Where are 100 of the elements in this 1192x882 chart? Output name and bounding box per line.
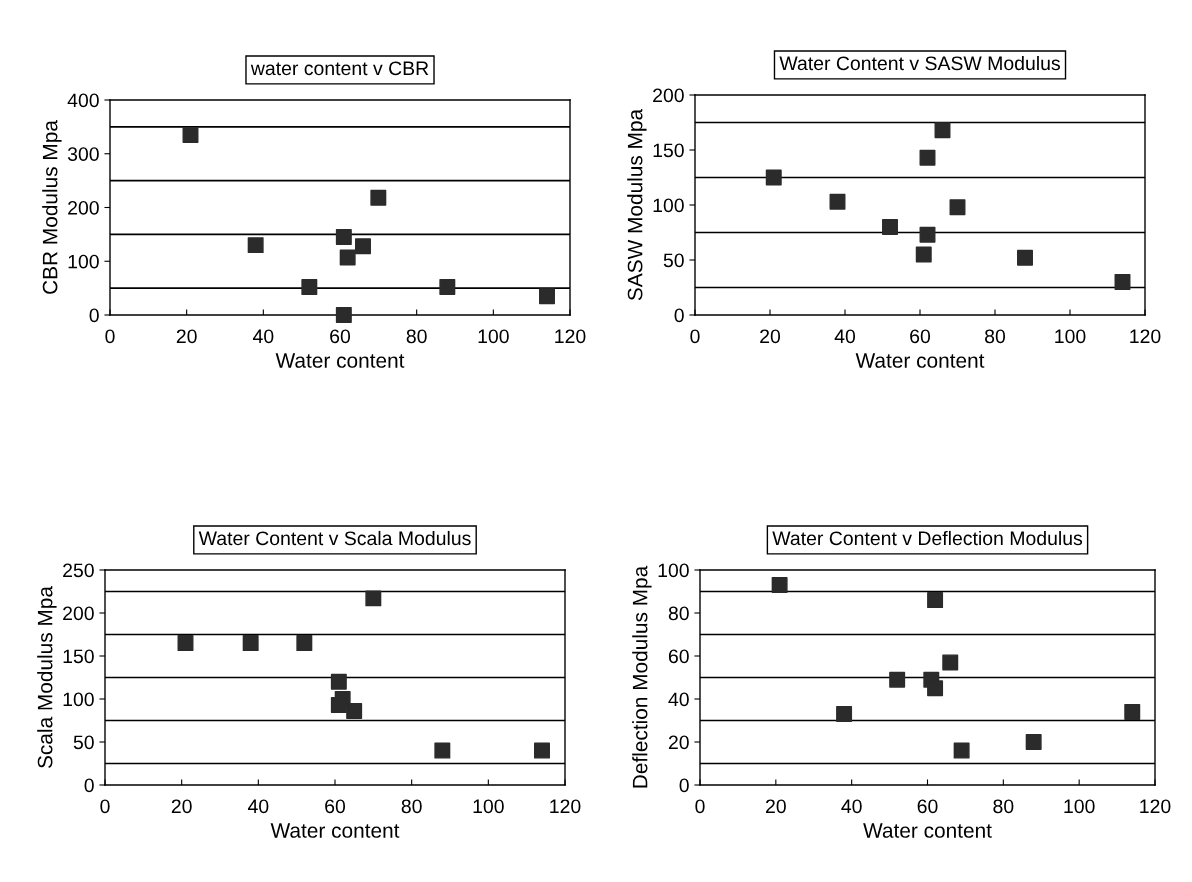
x-tick-label: 120 xyxy=(1140,799,1171,814)
y-tick-label: 0 xyxy=(674,308,684,323)
x-axis-title: Water content xyxy=(863,823,992,838)
x-tick-label: 100 xyxy=(1055,329,1086,344)
x-tick-label: 80 xyxy=(985,329,1006,344)
x-tick-label: 20 xyxy=(760,329,781,344)
point xyxy=(335,229,352,246)
y-axis-title: Deflection Modulus Mpa xyxy=(632,565,652,788)
y-tick-label: 80 xyxy=(668,606,689,621)
point xyxy=(177,635,194,652)
point xyxy=(439,279,456,296)
y-tick-label: 100 xyxy=(653,198,684,213)
y-tick-label: 300 xyxy=(67,147,99,161)
point xyxy=(915,246,932,263)
x-tick-label: 20 xyxy=(176,329,197,344)
y-tick-label: 0 xyxy=(679,778,689,793)
x-tick-label: 120 xyxy=(1130,329,1161,344)
point xyxy=(434,742,451,759)
point xyxy=(919,226,936,243)
x-tick-label: 0 xyxy=(100,799,110,814)
y-tick-label: 200 xyxy=(68,200,99,215)
y-tick-label: 60 xyxy=(668,649,689,664)
y-tick-label: 200 xyxy=(653,88,684,103)
x-tick-label: 60 xyxy=(910,329,931,344)
x-tick-label: 20 xyxy=(766,799,786,814)
point xyxy=(335,307,352,323)
point xyxy=(247,237,264,254)
point xyxy=(242,635,259,652)
point xyxy=(365,590,382,607)
point xyxy=(330,697,347,713)
x-axis-title: Water content xyxy=(270,823,400,838)
point xyxy=(882,219,898,235)
y-axis-title: SASW Modulus Mpa xyxy=(627,108,647,301)
point xyxy=(919,149,936,166)
point xyxy=(927,680,944,697)
x-tick-label: 60 xyxy=(330,329,351,344)
point xyxy=(927,592,944,609)
point xyxy=(330,673,347,690)
point xyxy=(370,189,387,206)
y-tick-label: 40 xyxy=(668,692,689,707)
y-tick-label: 100 xyxy=(658,563,689,578)
chart-title: water content v CBR xyxy=(250,61,429,76)
point xyxy=(339,249,356,266)
point xyxy=(301,279,318,296)
chart-title: Water Content v Deflection Modulus xyxy=(772,530,1083,546)
x-axis-title: Water content xyxy=(275,353,405,368)
point xyxy=(1025,734,1042,750)
point xyxy=(355,238,371,255)
point xyxy=(771,577,788,594)
chart-title: Water Content v SASW Modulus xyxy=(779,55,1060,71)
x-tick-label: 0 xyxy=(690,329,700,344)
x-tick-label: 80 xyxy=(993,799,1014,814)
x-tick-label: 40 xyxy=(247,799,269,814)
x-tick-label: 80 xyxy=(406,329,427,344)
point xyxy=(182,126,199,143)
point xyxy=(765,169,782,186)
point xyxy=(1114,274,1131,290)
x-tick-label: 120 xyxy=(550,799,581,814)
point xyxy=(539,288,555,305)
x-tick-label: 100 xyxy=(1064,799,1095,814)
x-tick-label: 40 xyxy=(841,799,862,814)
y-tick-label: 0 xyxy=(89,308,99,323)
chart-title: Water Content v Scala Modulus xyxy=(198,530,471,546)
y-tick-label: 50 xyxy=(73,735,94,750)
y-tick-label: 150 xyxy=(653,143,684,158)
y-tick-label: 200 xyxy=(63,606,94,621)
x-tick-label: 80 xyxy=(401,799,422,814)
x-tick-label: 20 xyxy=(171,799,192,814)
point xyxy=(934,122,951,139)
x-tick-label: 40 xyxy=(252,329,274,344)
x-tick-label: 60 xyxy=(325,799,346,814)
y-tick-label: 150 xyxy=(63,649,94,664)
y-tick-label: 100 xyxy=(63,692,94,707)
y-tick-label: 0 xyxy=(84,778,94,793)
point xyxy=(296,635,313,652)
point xyxy=(889,671,906,688)
y-tick-label: 20 xyxy=(668,735,689,750)
x-tick-label: 0 xyxy=(695,799,705,814)
x-tick-label: 120 xyxy=(555,329,586,344)
x-tick-label: 100 xyxy=(478,329,509,344)
y-axis-title: Scala Modulus Mpa xyxy=(37,586,57,769)
y-tick-label: 400 xyxy=(67,93,99,108)
point xyxy=(953,742,970,759)
x-tick-label: 60 xyxy=(917,799,938,814)
point xyxy=(1017,249,1033,266)
x-tick-label: 40 xyxy=(834,329,856,344)
point xyxy=(829,193,846,210)
point xyxy=(949,199,966,216)
y-axis-title: CBR Modulus Mpa xyxy=(42,120,62,294)
point xyxy=(1124,703,1141,720)
y-tick-label: 250 xyxy=(63,563,94,578)
y-tick-label: 50 xyxy=(663,253,684,268)
y-tick-label: 100 xyxy=(68,254,99,269)
point xyxy=(836,706,853,723)
x-tick-label: 100 xyxy=(473,799,504,814)
point xyxy=(346,703,363,720)
point xyxy=(534,742,550,759)
point xyxy=(942,654,959,671)
x-tick-label: 0 xyxy=(105,329,115,344)
x-axis-title: Water content xyxy=(855,353,985,368)
